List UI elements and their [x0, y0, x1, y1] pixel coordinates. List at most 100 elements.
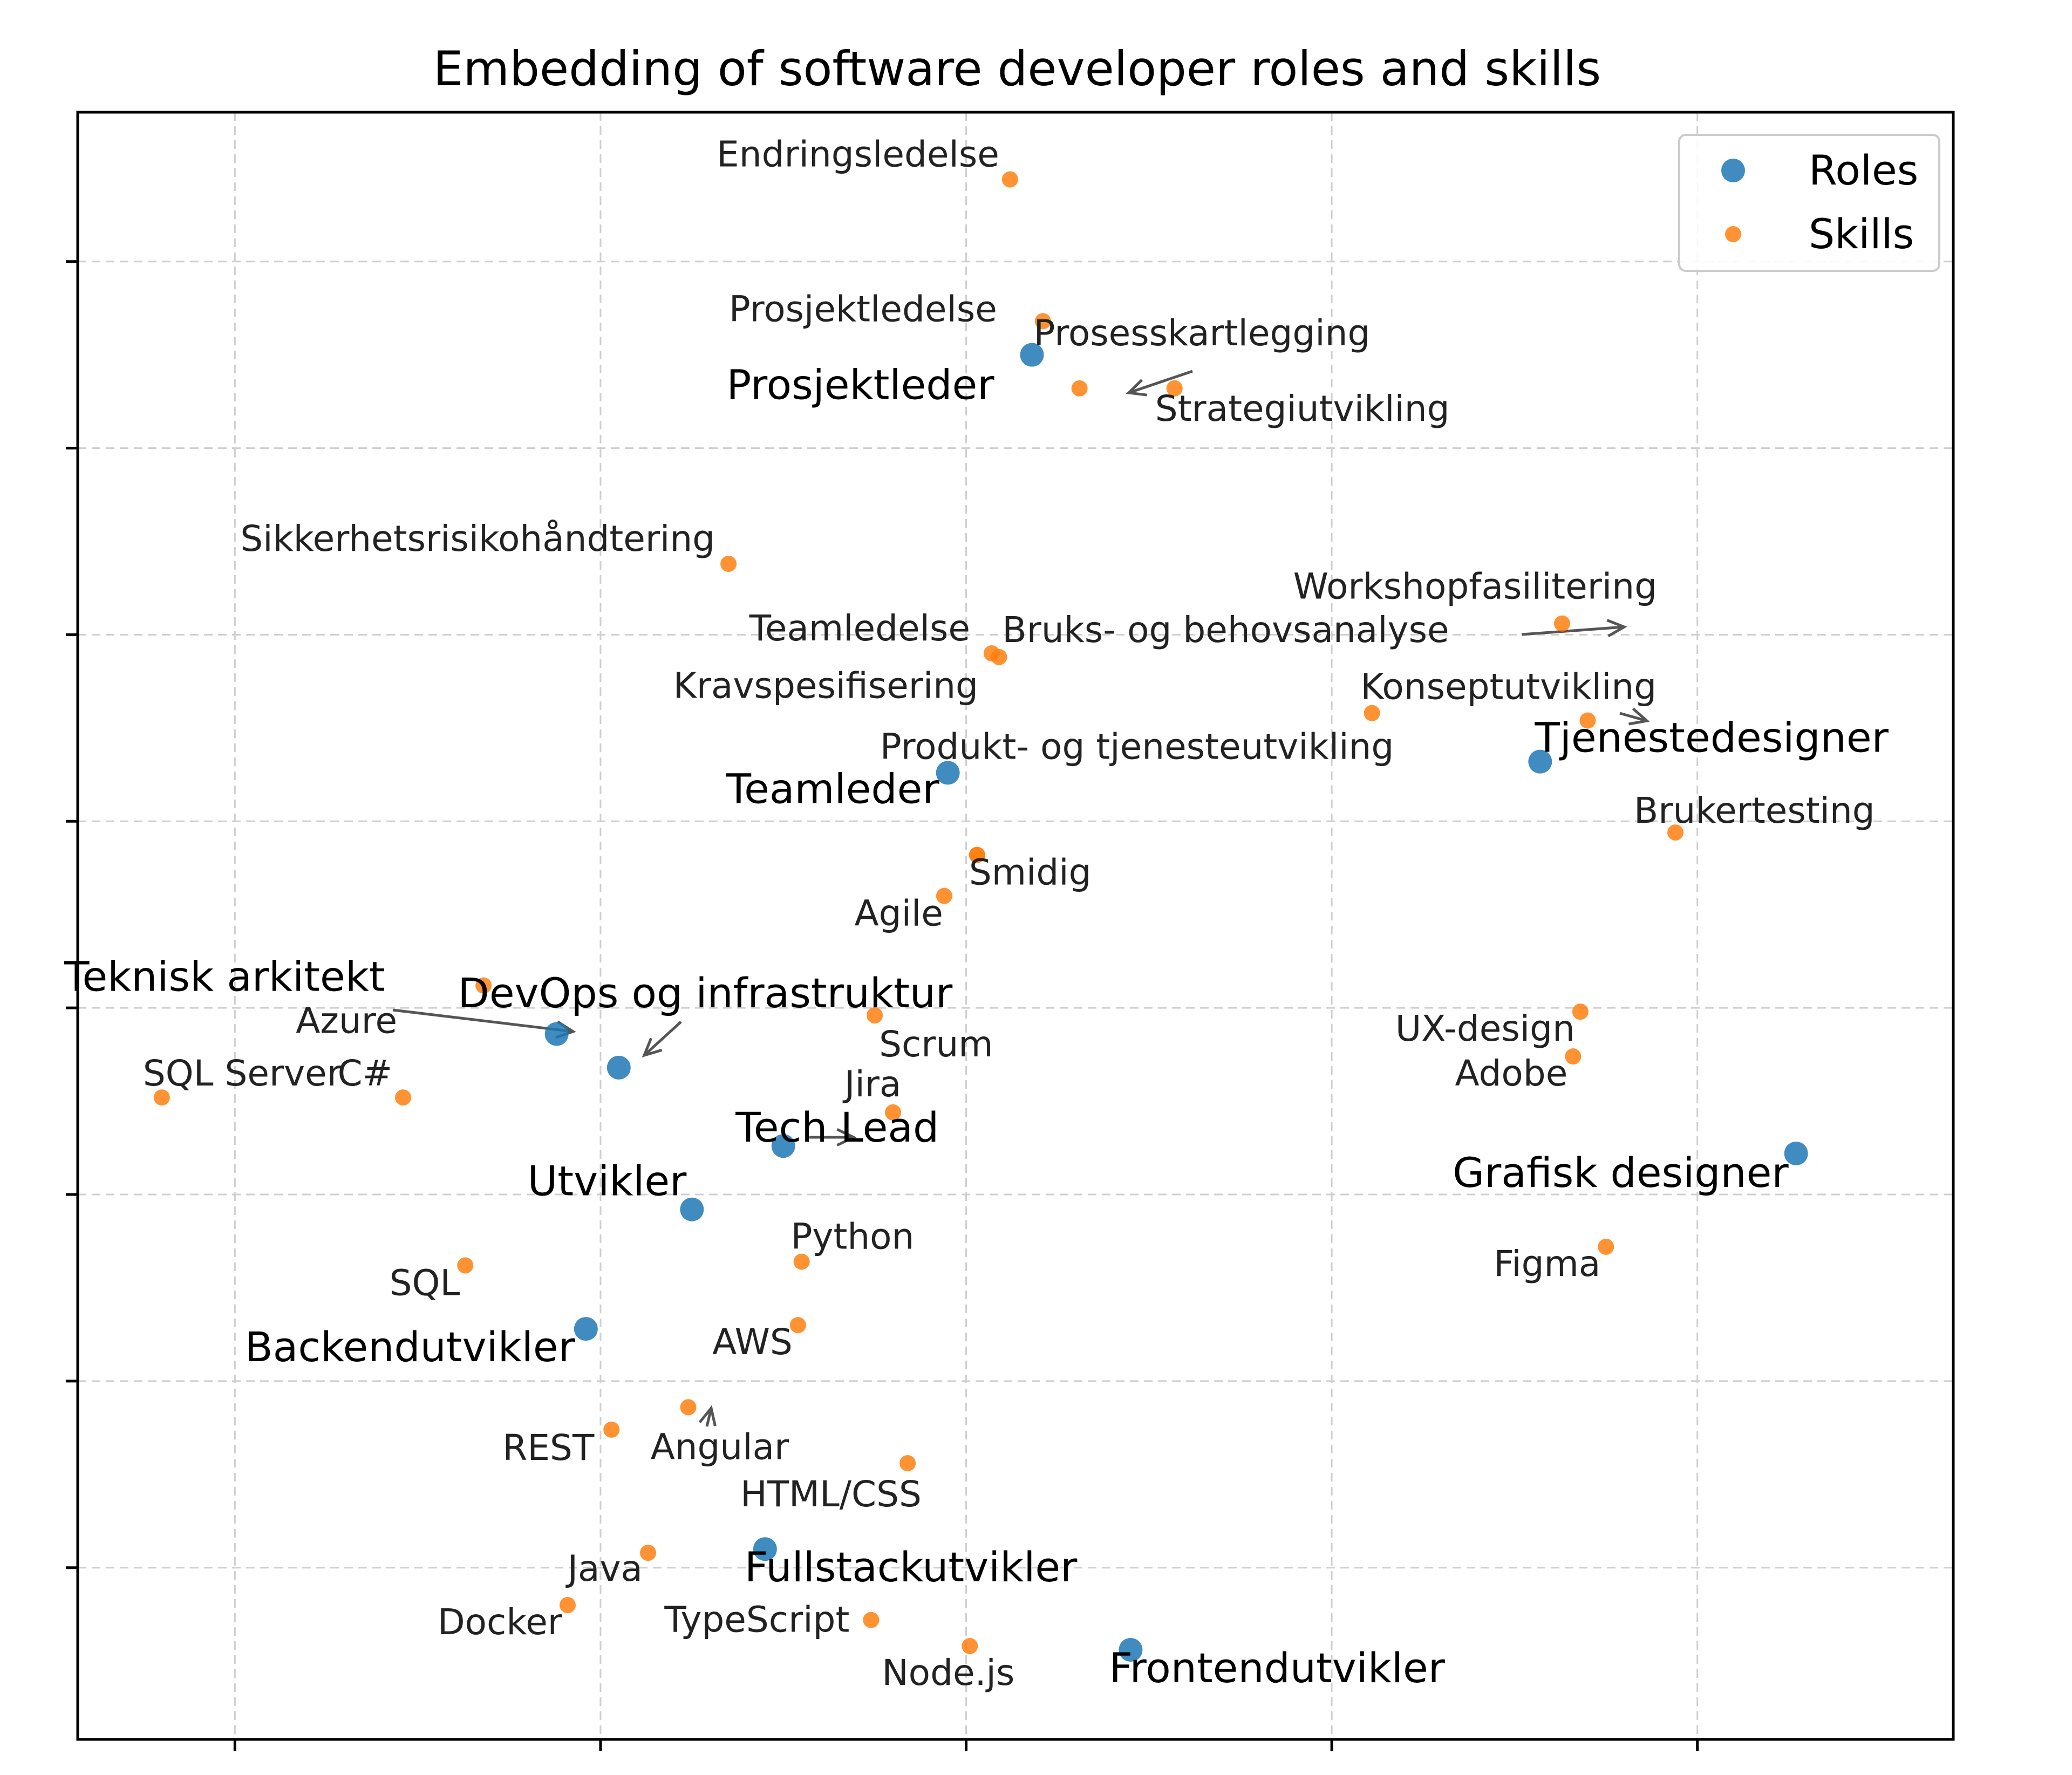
role-label-utvikler: Utvikler	[528, 1157, 687, 1205]
legend-roles-marker	[1721, 159, 1745, 182]
role-point-grafisk-designer	[1784, 1141, 1808, 1165]
skill-label-brukertesting: Brukertesting	[1634, 790, 1875, 831]
skill-label-workshopfasilitering: Workshopfasilitering	[1293, 566, 1657, 607]
skill-label-jira: Jira	[842, 1063, 901, 1105]
annotation-arrowhead	[836, 1128, 857, 1147]
annotation-arrow	[392, 1008, 574, 1033]
skill-label-konseptutvikling: Konseptutvikling	[1360, 666, 1657, 708]
skill-point-sql	[457, 1257, 474, 1274]
skill-point-figma	[1598, 1238, 1614, 1255]
skill-label-c-: C#	[338, 1053, 392, 1094]
skill-point-prosjektledelse	[1034, 313, 1051, 330]
skill-label-rest: REST	[502, 1427, 594, 1469]
annotation-arrowhead	[642, 1037, 663, 1057]
skill-label-prosesskartlegging: Prosesskartlegging	[1034, 312, 1371, 354]
skill-label-prosjektledelse: Prosjektledelse	[729, 288, 997, 330]
skill-label-java: Java	[565, 1548, 643, 1589]
skill-point-jira	[885, 1104, 902, 1121]
role-point-backendutvikler	[574, 1317, 598, 1341]
skill-point-docker	[559, 1596, 576, 1613]
skill-point-python	[793, 1253, 810, 1270]
chart-title: Embedding of software developer roles an…	[433, 41, 1601, 97]
skill-point-workshopfasilitering	[1553, 615, 1570, 632]
role-label-grafisk-designer: Grafisk designer	[1453, 1149, 1789, 1197]
annotation-arrowhead	[1126, 379, 1148, 397]
skill-label-kravspesifisering: Kravspesifisering	[673, 665, 978, 707]
skill-label-sql: SQL	[390, 1262, 460, 1303]
axis-ticks	[66, 260, 1699, 1751]
legend-skills-marker	[1725, 226, 1741, 242]
skill-point-sikkerhetsrisikohåndtering	[720, 556, 737, 572]
role-label-prosjektleder: Prosjektleder	[727, 361, 995, 409]
skill-label-docker: Docker	[438, 1601, 563, 1643]
skill-point-strategiutvikling	[1166, 380, 1183, 397]
skill-label-figma: Figma	[1494, 1243, 1600, 1285]
skill-point-agile	[936, 888, 952, 904]
skill-point-aws	[789, 1317, 806, 1334]
annotation-arrowhead	[698, 1405, 717, 1426]
grid-lines	[78, 112, 1953, 1739]
skill-point-konseptutvikling	[1579, 712, 1596, 729]
role-label-teamleder: Teamleder	[726, 764, 940, 813]
data-points	[153, 171, 1808, 1662]
annotation-arrowhead	[1606, 619, 1627, 638]
role-label-devops-og-infrastruktur: DevOps og infrastruktur	[458, 969, 953, 1017]
skill-label-endringsledelse: Endringsledelse	[717, 134, 999, 175]
skill-label-html-css: HTML/CSS	[740, 1473, 922, 1515]
role-point-tech-lead	[771, 1134, 795, 1158]
annotation-arrow	[1128, 370, 1193, 394]
role-label-tech-lead: Tech Lead	[735, 1103, 939, 1151]
legend: Roles Skills	[1678, 134, 1940, 272]
role-point-tjenestedesigner	[1528, 749, 1552, 774]
role-label-teknisk-arkitekt: Teknisk arkitekt	[64, 953, 385, 1001]
skill-label-python: Python	[791, 1216, 915, 1258]
skill-label-node-js: Node.js	[882, 1652, 1014, 1694]
skill-point-c-	[395, 1089, 412, 1106]
skill-point-adobe	[1565, 1048, 1582, 1065]
skill-point-node-js	[962, 1638, 978, 1655]
skill-label-smidig: Smidig	[969, 852, 1092, 893]
role-point-prosjektleder	[1020, 343, 1044, 367]
skill-point-bruks-og-behovsanalyse	[991, 648, 1007, 665]
annotation-arrow	[1619, 712, 1647, 722]
skill-point-endringsledelse	[1001, 171, 1018, 188]
role-point-frontendutvikler	[1119, 1637, 1143, 1662]
legend-skills-label: Skills	[1809, 210, 1914, 258]
legend-roles-label: Roles	[1809, 146, 1918, 194]
skill-point-azure	[475, 977, 492, 994]
skill-label-ux-design: UX-design	[1395, 1008, 1575, 1049]
role-label-fullstackutvikler: Fullstackutvikler	[745, 1543, 1078, 1591]
role-label-tjenestedesigner: Tjenestedesigner	[1534, 714, 1889, 762]
annotation-arrow	[643, 1021, 682, 1056]
skill-label-agile: Agile	[855, 893, 943, 934]
skill-point-brukertesting	[1667, 824, 1684, 841]
skill-label-adobe: Adobe	[1455, 1053, 1568, 1094]
skill-point-scrum	[867, 1007, 883, 1024]
skill-point-java	[640, 1545, 657, 1561]
skill-label-sql-server: SQL Server	[143, 1053, 342, 1094]
role-point-utvikler	[680, 1197, 704, 1221]
skill-point-kravspesifisering	[1364, 705, 1380, 721]
skill-label-bruks-og-behovsanalyse: Bruks- og behovsanalyse	[1002, 609, 1449, 651]
skill-label-typescript: TypeScript	[664, 1599, 849, 1641]
annotation-arrow	[1521, 625, 1625, 636]
skill-label-produkt-og-tjenesteutvikling: Produkt- og tjenesteutvikling	[880, 726, 1394, 768]
role-label-frontendutvikler: Frontendutvikler	[1109, 1644, 1445, 1692]
skill-label-azure: Azure	[296, 1000, 397, 1042]
skill-label-sikkerhetsrisikohåndtering: Sikkerhetsrisikohåndtering	[240, 518, 715, 559]
skill-point-rest	[603, 1421, 620, 1438]
point-labels: Prosjektleder Teamleder Tjenestedesigner Te…	[64, 134, 1889, 1694]
skill-label-aws: AWS	[712, 1321, 793, 1363]
role-label-backendutvikler: Backendutvikler	[245, 1323, 576, 1371]
skill-point-angular	[680, 1399, 697, 1416]
plot-frame	[76, 111, 1955, 1741]
skill-point-prosesskartlegging	[1071, 380, 1088, 397]
role-point-teamleder	[936, 761, 960, 785]
annotation-arrow	[705, 1408, 713, 1427]
skill-label-scrum: Scrum	[879, 1023, 993, 1065]
role-point-fullstackutvikler	[753, 1537, 777, 1561]
annotation-arrowhead	[1628, 707, 1650, 726]
skill-label-teamledelse: Teamledelse	[749, 607, 970, 649]
skill-point-typescript	[863, 1612, 880, 1628]
